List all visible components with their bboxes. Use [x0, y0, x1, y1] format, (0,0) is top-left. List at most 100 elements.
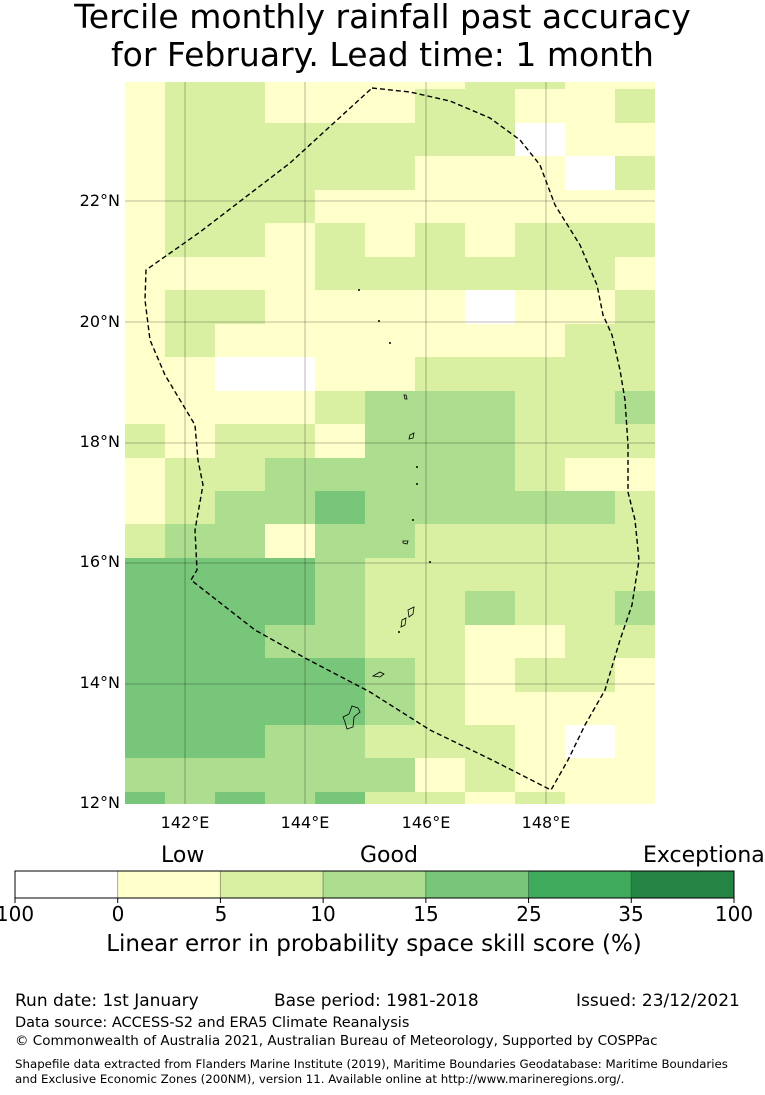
grid-cell: [165, 324, 215, 357]
grid-cell: [565, 357, 615, 391]
grid-cell: [465, 190, 515, 223]
grid-cell: [615, 324, 655, 357]
islet: [416, 483, 418, 485]
grid-cell: [515, 758, 565, 792]
grid-cell: [615, 391, 655, 424]
grid-cell: [125, 82, 165, 89]
grid-cell: [125, 391, 165, 424]
grid-cell: [165, 123, 215, 156]
grid-cell: [165, 524, 215, 558]
grid-cell: [265, 692, 315, 725]
colorbar-bin: [528, 870, 632, 899]
grid-cell: [165, 591, 215, 625]
grid-cell: [315, 190, 365, 223]
grid-cell: [515, 625, 565, 658]
grid-cell: [565, 391, 615, 424]
islet: [389, 342, 391, 344]
grid-cell: [465, 491, 515, 524]
grid-cell: [365, 223, 415, 257]
grid-cell: [415, 190, 465, 223]
grid-cell: [165, 725, 215, 758]
lon-label: 146°E: [401, 813, 451, 832]
grid-cell: [515, 89, 565, 123]
grid-cell: [465, 725, 515, 758]
grid-cell: [165, 458, 215, 491]
legend-category-good: Good: [360, 843, 418, 868]
lat-label: 14°N: [79, 673, 120, 692]
grid-cell: [515, 156, 565, 190]
grid-cell: [265, 324, 315, 357]
grid-cell: [215, 223, 265, 257]
grid-cell: [165, 758, 215, 792]
grid-cell: [465, 391, 515, 424]
grid-cell: [465, 792, 515, 804]
grid-cell: [415, 123, 465, 156]
grid-cell: [465, 458, 515, 491]
grid-cell: [565, 190, 615, 223]
grid-cell: [125, 591, 165, 625]
grid-cell: [615, 725, 655, 758]
grid-cell: [265, 725, 315, 758]
legend-category-exceptional: Exceptional: [643, 843, 765, 868]
grid-cell: [615, 223, 655, 257]
grid-cell: [565, 223, 615, 257]
grid-cell: [515, 591, 565, 625]
grid-cell: [515, 692, 565, 725]
colorbar-bin: [117, 870, 221, 899]
colorbar-tick: 15: [413, 902, 439, 926]
grid-cell: [265, 792, 315, 804]
colorbar-tick: 5: [214, 902, 228, 926]
grid-cell: [565, 156, 615, 190]
grid-cell: [565, 89, 615, 123]
grid-cell: [215, 658, 265, 692]
lat-label: 12°N: [79, 793, 120, 812]
grid-cell: [465, 558, 515, 591]
grid-cell: [615, 82, 655, 89]
grid-cell: [415, 324, 465, 357]
grid-cell: [615, 792, 655, 804]
grid-cell: [265, 123, 315, 156]
grid-cell: [565, 458, 615, 491]
grid-cell: [315, 257, 365, 290]
grid-cell: [215, 792, 265, 804]
grid-cell: [515, 82, 565, 89]
colorbar-tick: 0: [111, 902, 125, 926]
grid-cell: [265, 458, 315, 491]
grid-cell: [165, 558, 215, 591]
grid-cell: [315, 391, 365, 424]
lat-label: 18°N: [79, 432, 120, 451]
grid-cell: [515, 458, 565, 491]
grid-cell: [165, 223, 215, 257]
grid-cell: [265, 391, 315, 424]
grid-cell: [215, 391, 265, 424]
colorbar-bin: [14, 870, 119, 899]
graticule: [125, 82, 655, 804]
grid-cell: [215, 625, 265, 658]
grid-cell: [125, 190, 165, 223]
colorbar-tick: 35: [618, 902, 644, 926]
grid-cell: [125, 658, 165, 692]
grid-cell: [165, 491, 215, 524]
grid-cell: [515, 725, 565, 758]
grid-cell: [165, 290, 215, 324]
colorbar-tick: 25: [516, 902, 542, 926]
grid-cell: [565, 558, 615, 591]
grid-cell: [565, 591, 615, 625]
islet: [378, 320, 380, 322]
colorbar-bin: [219, 870, 324, 899]
grid-cell: [315, 491, 365, 524]
grid-cell: [415, 424, 465, 458]
grid-cell: [415, 257, 465, 290]
grid-cell: [615, 123, 655, 156]
grid-cell: [265, 491, 315, 524]
grid-cell: [515, 123, 565, 156]
grid-cell: [125, 357, 165, 391]
grid-cell: [465, 156, 515, 190]
island-agrihan: [403, 394, 408, 400]
grid-cell: [465, 591, 515, 625]
grid-cell: [465, 324, 515, 357]
grid-cell: [415, 792, 465, 804]
grid-cell: [125, 524, 165, 558]
grid-cell: [165, 89, 215, 123]
grid-cell: [315, 524, 365, 558]
